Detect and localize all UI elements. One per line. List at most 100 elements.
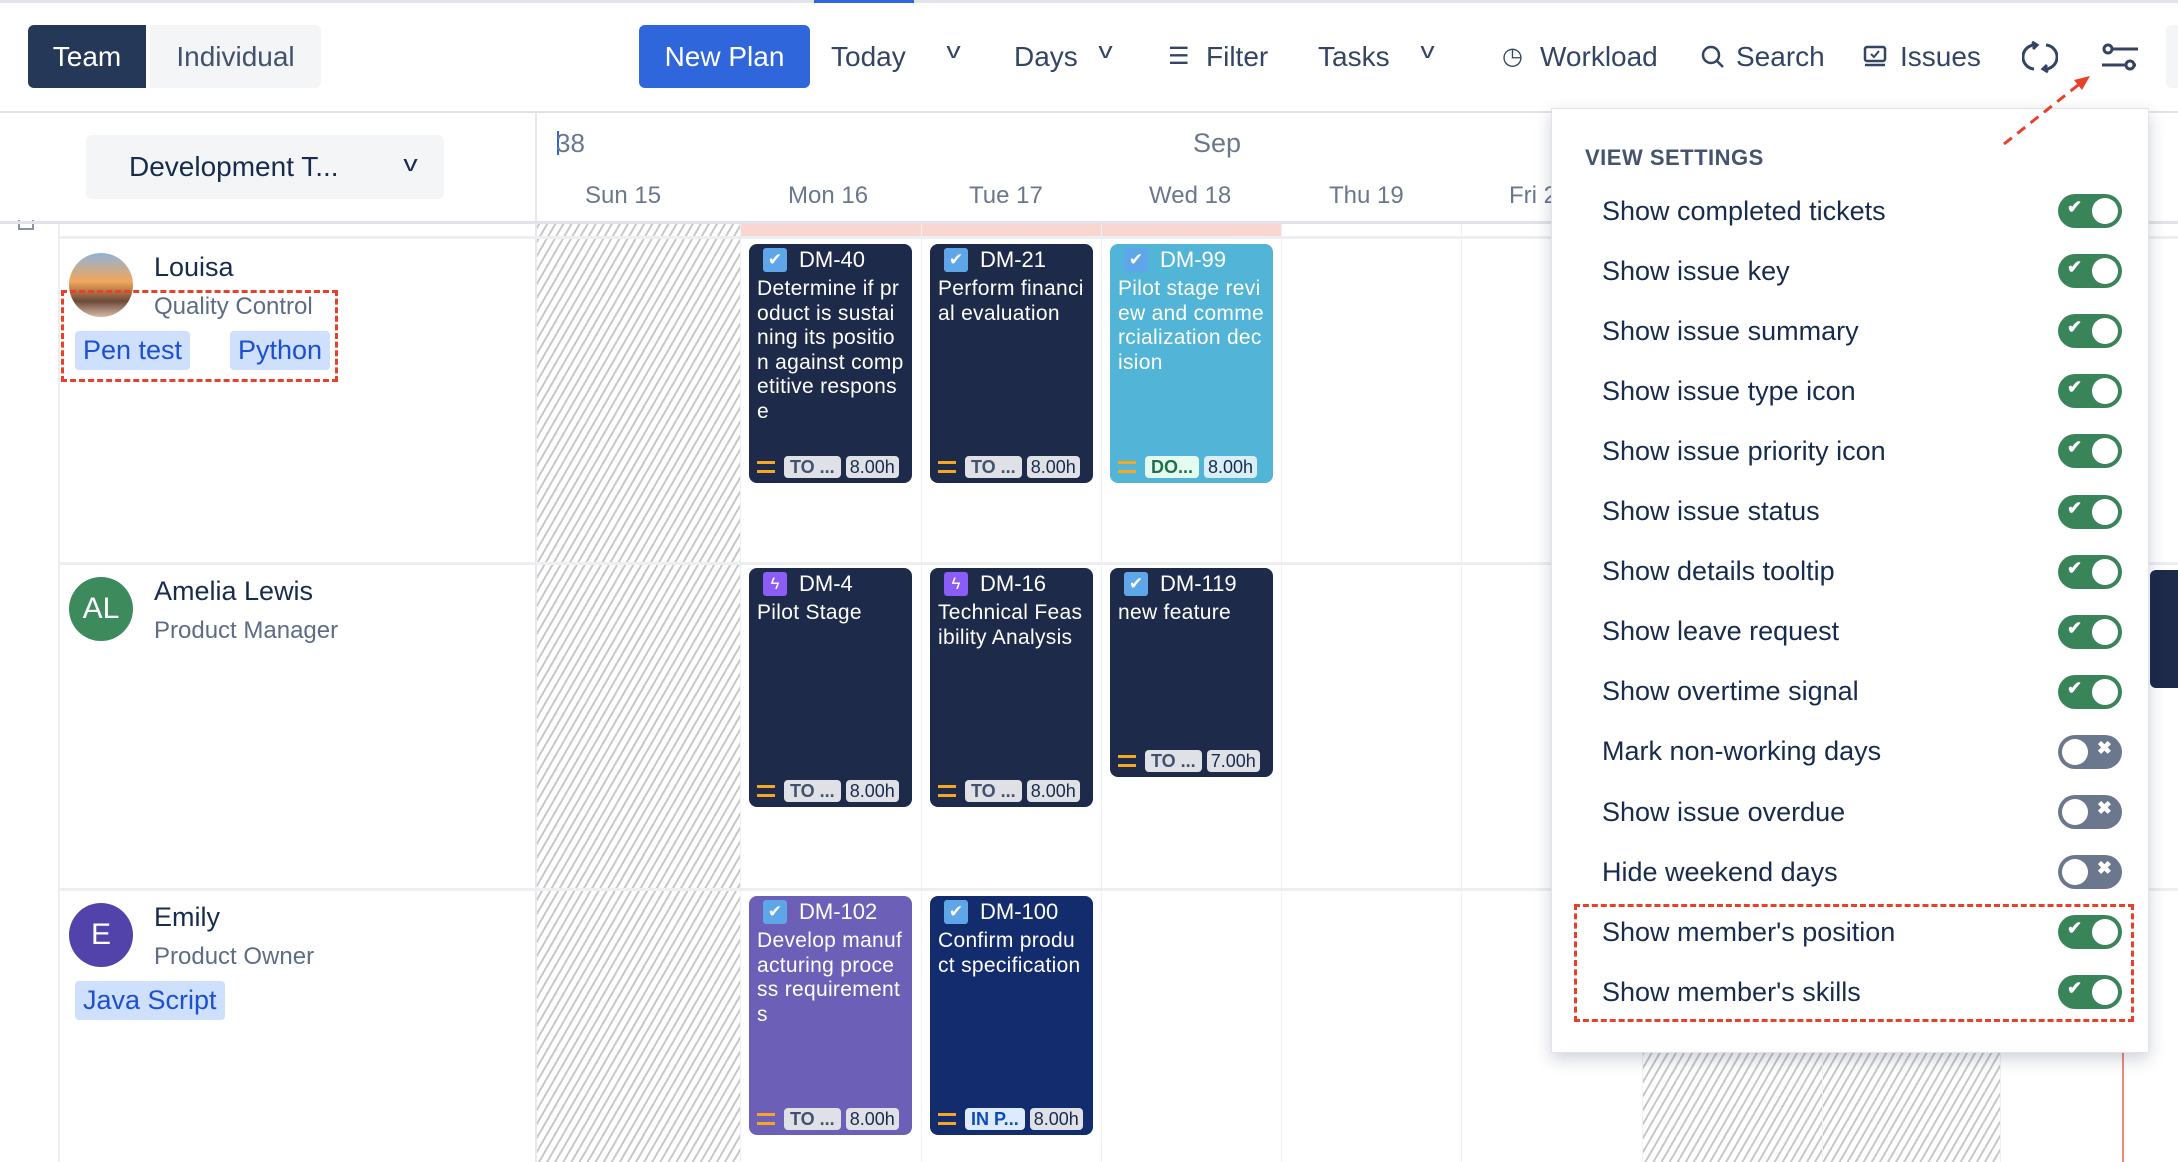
issue-key: DM-119 xyxy=(1160,571,1237,596)
issues-icon[interactable] xyxy=(1862,25,1888,88)
filter-button[interactable]: Filter xyxy=(1206,40,1269,72)
toggle-knob xyxy=(2062,799,2088,825)
issue-card[interactable]: ϟ DM-4 Pilot Stage TO ... 8.00h xyxy=(749,568,912,807)
skill-tag: Python xyxy=(230,331,331,370)
today-line xyxy=(2122,1053,2124,1162)
toggle-switch[interactable]: ✔ xyxy=(2058,674,2122,709)
member-name[interactable]: Louisa xyxy=(154,252,234,282)
column-divider xyxy=(921,224,922,1162)
toggle-switch[interactable]: ✔ xyxy=(2058,314,2122,349)
setting-show-member-s-skills: Show member's skills ✔ xyxy=(1602,972,2122,1012)
clock-icon[interactable]: ◷ xyxy=(1502,43,1523,70)
toggle-switch[interactable]: ✔ xyxy=(2058,254,2122,289)
setting-label: Show overtime signal xyxy=(1602,676,1859,707)
status-chip: TO ... xyxy=(965,780,1022,802)
setting-show-issue-summary: Show issue summary ✔ xyxy=(1602,311,2122,351)
issue-card[interactable]: ✔ DM-99 Pilot stage review and commerciali… xyxy=(1110,244,1273,483)
toggle-switch[interactable]: ✔ xyxy=(2058,434,2122,469)
issue-summary: Develop manufacturing process requiremen… xyxy=(757,929,903,1026)
issue-card[interactable]: ✔ DM-102 Develop manufacturing process req… xyxy=(749,896,912,1135)
view-settings-title: VIEW SETTINGS xyxy=(1585,145,1764,170)
skill-tag: Pen test xyxy=(75,331,191,370)
task-checkbox-icon: ✔ xyxy=(944,900,968,924)
member-name[interactable]: Emily xyxy=(154,902,220,932)
toggle-knob xyxy=(2092,318,2118,345)
day-header: Wed 18 xyxy=(1149,182,1232,209)
priority-medium-icon xyxy=(938,461,956,473)
month-label: Sep xyxy=(1193,128,1242,158)
collapse-handle-icon[interactable] xyxy=(18,220,34,230)
toggle-switch[interactable]: ✔ xyxy=(2058,194,2122,228)
annotation-box-member-settings xyxy=(1574,904,2134,1022)
new-plan-button[interactable]: New Plan xyxy=(639,25,810,88)
issue-card[interactable]: ✔ DM-40 Determine if product is sustaining… xyxy=(749,244,912,483)
refresh-icon[interactable] xyxy=(2022,25,2058,88)
hours-chip: 8.00h xyxy=(1029,1108,1083,1130)
issue-card[interactable]: ✔ DM-21 Perform financial evaluation TO ...… xyxy=(930,244,1093,483)
toggle-knob xyxy=(2092,258,2118,285)
toggle-switch[interactable]: ✔ xyxy=(2058,374,2122,409)
issues-button[interactable]: Issues xyxy=(1900,40,1981,72)
toggle-switch[interactable]: ✖ xyxy=(2058,855,2122,890)
next-week-card-edge[interactable] xyxy=(2150,570,2178,688)
team-select[interactable]: Development T... v xyxy=(86,135,444,199)
check-icon: ✔ xyxy=(2067,617,2083,638)
member-column-border xyxy=(58,224,60,1162)
task-checkbox-icon: ✔ xyxy=(1124,572,1148,596)
toggle-switch[interactable]: ✔ xyxy=(2058,554,2122,589)
setting-label: Mark non-working days xyxy=(1602,736,1882,767)
check-icon: ✔ xyxy=(2067,497,2083,518)
today-button[interactable]: Today xyxy=(831,40,906,72)
individual-view-button[interactable]: Individual xyxy=(150,25,321,88)
team-view-button[interactable]: Team xyxy=(28,25,146,88)
issue-card[interactable]: ✔ DM-119 new feature TO ... 7.00h xyxy=(1110,568,1273,777)
day-header: Sun 15 xyxy=(585,182,662,209)
issue-card[interactable]: ✔ DM-100 Confirm product specification IN P… xyxy=(930,896,1093,1135)
toggle-knob xyxy=(2092,618,2118,645)
toggle-switch[interactable]: ✖ xyxy=(2058,795,2122,829)
toggle-knob xyxy=(2092,438,2118,465)
member-name[interactable]: Amelia Lewis xyxy=(154,576,314,606)
annotation-box-skills xyxy=(61,290,338,382)
task-checkbox-icon: ✔ xyxy=(763,900,787,924)
edge-button[interactable] xyxy=(2166,25,2178,88)
days-chevron-down-icon[interactable]: v xyxy=(1098,38,1113,63)
status-chip: TO ... xyxy=(784,1108,841,1130)
issue-footer: TO ... 8.00h xyxy=(757,780,899,802)
tasks-select[interactable]: Tasks xyxy=(1318,40,1390,72)
column-divider xyxy=(1461,224,1462,1162)
setting-label: Show details tooltip xyxy=(1602,556,1835,587)
team-select-value: Development T... xyxy=(129,151,339,182)
filter-icon[interactable]: ☰ xyxy=(1168,43,1190,70)
day-header: Mon 16 xyxy=(788,182,869,209)
hours-chip: 8.00h xyxy=(1204,456,1258,478)
search-button[interactable]: Search xyxy=(1736,40,1825,72)
weekend-column-sun xyxy=(537,224,740,1162)
setting-show-issue-status: Show issue status ✔ xyxy=(1602,492,2122,532)
toggle-switch[interactable]: ✔ xyxy=(2058,614,2122,649)
task-checkbox-icon: ✔ xyxy=(1124,248,1148,272)
issue-key-row: ✔ DM-100 xyxy=(938,899,1085,925)
issue-footer: TO ... 8.00h xyxy=(938,780,1080,802)
search-icon[interactable] xyxy=(1700,25,1726,88)
setting-show-issue-priority-icon: Show issue priority icon ✔ xyxy=(1602,431,2122,471)
issue-key: DM-40 xyxy=(799,247,866,272)
hours-chip: 8.00h xyxy=(1026,456,1080,478)
toggle-switch[interactable]: ✔ xyxy=(2058,915,2122,950)
issue-key: DM-4 xyxy=(799,571,853,596)
issue-summary: Determine if product is sustaining its p… xyxy=(757,277,904,423)
issue-card[interactable]: ϟ DM-16 Technical Feasibility Analysis TO .… xyxy=(930,568,1093,807)
tasks-chevron-down-icon[interactable]: v xyxy=(1420,38,1435,63)
today-chevron-down-icon[interactable]: v xyxy=(946,38,961,63)
chevron-down-icon: v xyxy=(403,151,418,176)
toggle-switch[interactable]: ✖ xyxy=(2058,734,2122,769)
setting-label: Show member's position xyxy=(1602,916,1896,947)
toggle-switch[interactable]: ✔ xyxy=(2058,494,2122,529)
view-settings-icon[interactable] xyxy=(2100,25,2140,88)
toggle-knob xyxy=(2092,198,2118,224)
issue-summary: Confirm product specification xyxy=(938,929,1081,977)
days-select[interactable]: Days xyxy=(1014,40,1078,72)
issue-summary: Perform financial evaluation xyxy=(938,277,1084,325)
toggle-switch[interactable]: ✔ xyxy=(2058,975,2122,1010)
workload-button[interactable]: Workload xyxy=(1540,40,1658,72)
